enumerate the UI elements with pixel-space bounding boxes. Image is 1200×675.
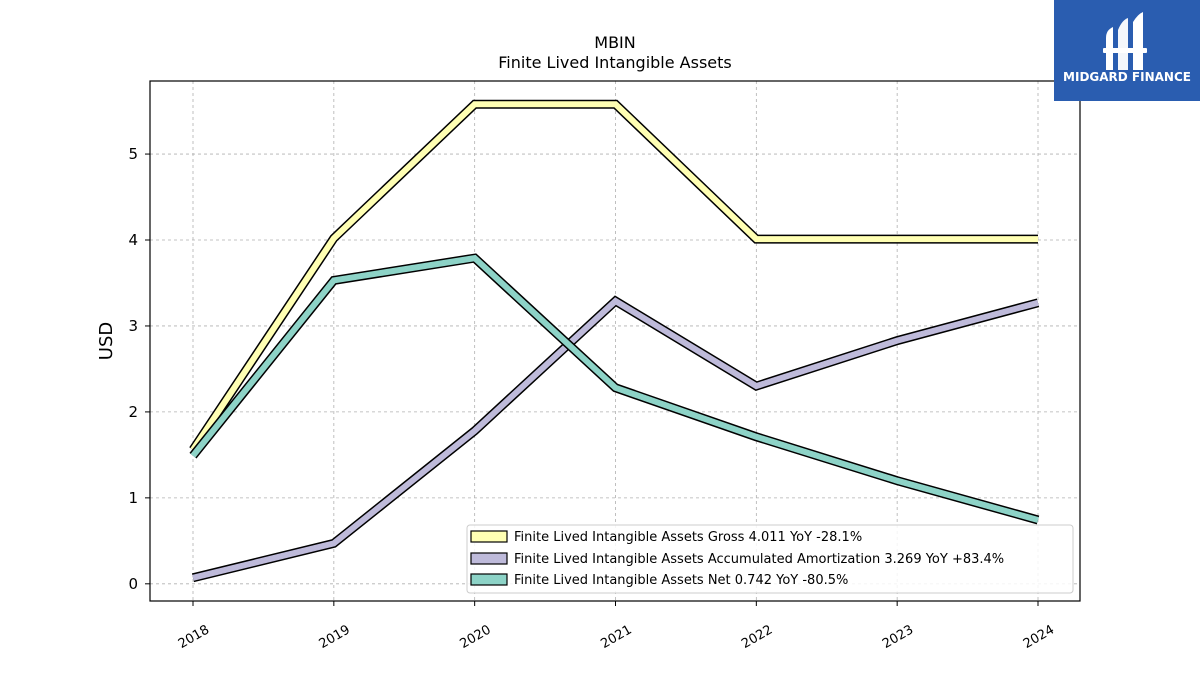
series-line-stroke [190, 254, 1039, 523]
y-tick-label: 4 [128, 231, 138, 249]
legend-label-gross: Finite Lived Intangible Assets Gross 4.0… [514, 530, 862, 545]
legend-swatch-gross [470, 530, 508, 543]
series-line-gross [189, 99, 1038, 453]
legend-swatch-net [470, 573, 508, 586]
legend: Finite Lived Intangible Assets Gross 4.0… [466, 524, 1074, 594]
series-line-stroke [190, 101, 1038, 452]
x-tick-label: 2023 [880, 622, 916, 652]
y-tick-label: 5 [128, 145, 138, 163]
x-tick-label: 2020 [458, 622, 494, 652]
chart-title: MBIN [594, 33, 635, 52]
x-tick-label: 2021 [598, 622, 634, 652]
legend-swatch-amortization [470, 552, 508, 565]
series-line-stroke [192, 297, 1039, 581]
y-tick-label: 3 [128, 317, 138, 335]
y-tick-label: 1 [128, 489, 138, 507]
x-tick-label: 2019 [317, 622, 353, 652]
series-line-amortization [191, 295, 1040, 583]
legend-label-net: Finite Lived Intangible Assets Net 0.742… [514, 573, 848, 588]
x-tick-label: 2024 [1021, 622, 1057, 652]
x-tick-label: 2022 [739, 622, 775, 652]
series-line-net [189, 253, 1040, 525]
y-tick-label: 2 [128, 403, 138, 421]
series-layer [189, 99, 1040, 583]
brand-logo: MIDGARD FINANCE [1054, 0, 1200, 101]
chart-subtitle: Finite Lived Intangible Assets [498, 53, 731, 72]
brand-name: MIDGARD FINANCE [1063, 70, 1191, 84]
legend-label-amortization: Finite Lived Intangible Assets Accumulat… [514, 552, 1004, 567]
brand-mark-icon [1103, 12, 1147, 70]
x-tick-label: 2018 [176, 622, 212, 652]
legend-box [466, 524, 1074, 594]
y-axis-label: USD [96, 322, 117, 360]
y-tick-label: 0 [128, 575, 138, 593]
series-line-outline [189, 99, 1038, 453]
